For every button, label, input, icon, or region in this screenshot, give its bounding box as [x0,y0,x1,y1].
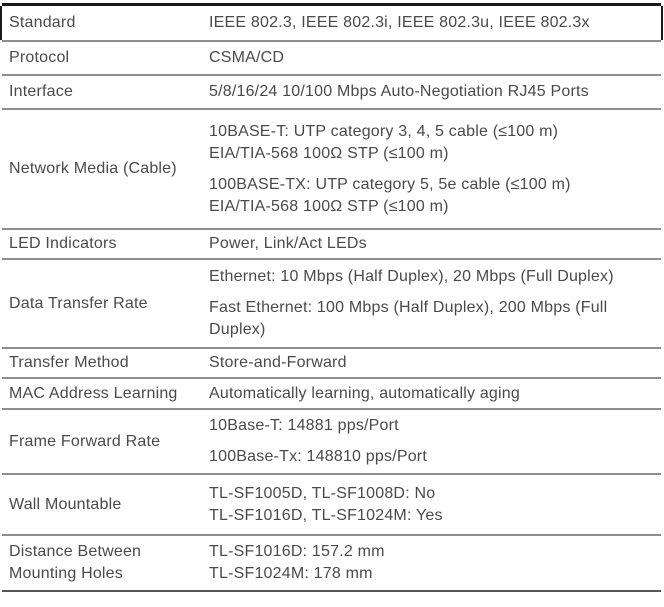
spec-label: Distance Between Mounting Holes [9,543,142,582]
table-row: Standard IEEE 802.3, IEEE 802.3i, IEEE 80… [0,6,663,40]
spec-value: 10Base-T: 14881 pps/Port 100Base-Tx: 1488… [209,415,661,468]
spec-label: LED Indicators [9,235,117,252]
spec-value-line: 100BASE-TX: UTP category 5, 5e cable (≤1… [209,175,571,193]
spec-label: Protocol [9,49,70,66]
spec-value-line: Duplex) [209,321,266,338]
spec-value-paragraph: 100BASE-TX: UTP category 5, 5e cable (≤1… [209,174,659,218]
spec-value-line: 10BASE-T: UTP category 3, 4, 5 cable (≤1… [209,122,559,140]
spec-value-line: Automatically learning, automatically ag… [209,384,520,402]
spec-value: 5/8/16/24 10/100 Mbps Auto-Negotiation R… [209,81,661,103]
spec-value-line: EIA/TIA-568 100Ω STP (≤100 m) [209,144,449,162]
spec-value-paragraph: Store-and-Forward [209,352,659,374]
spec-value-line: Power, Link/Act LEDs [209,235,367,252]
spec-label: Frame Forward Rate [9,432,161,450]
spec-value-line: 5/8/16/24 10/100 Mbps Auto-Negotiation R… [209,83,589,100]
table-row: Transfer Method Store-and-Forward [2,347,661,377]
spec-value-line: TL-SF1005D, TL-SF1008D: No [209,484,436,502]
spec-value-paragraph: Automatically learning, automatically ag… [209,383,659,405]
table-row: Protocol CSMA/CD [2,40,661,74]
spec-value-paragraph: Fast Ethernet: 100 Mbps (Half Duplex), 2… [209,297,659,341]
table-row: Distance Between Mounting Holes TL-SF1016… [2,534,661,590]
spec-label: Standard [9,14,76,31]
spec-value: IEEE 802.3, IEEE 802.3i, IEEE 802.3u, IE… [209,12,661,34]
spec-value: Ethernet: 10 Mbps (Half Duplex), 20 Mbps… [209,266,661,341]
spec-value-line: Ethernet: 10 Mbps (Half Duplex), 20 Mbps… [209,268,614,285]
spec-value-line: TL-SF1016D: 157.2 mm [209,543,385,560]
table-row: Wall Mountable TL-SF1005D, TL-SF1008D: No… [2,473,661,534]
spec-value: Power, Link/Act LEDs [209,233,661,255]
spec-value: TL-SF1005D, TL-SF1008D: No TL-SF1016D, TL… [209,483,661,527]
table-row: MAC Address Learning Automatically learni… [2,377,661,408]
spec-value-line: TL-SF1024M: 178 mm [209,565,373,582]
spec-value-line: CSMA/CD [209,49,285,66]
spec-value-line: TL-SF1016D, TL-SF1024M: Yes [209,506,443,524]
spec-label: Interface [9,83,74,100]
spec-value-paragraph: TL-SF1016D: 157.2 mm TL-SF1024M: 178 mm [209,541,659,585]
spec-table: Standard IEEE 802.3, IEEE 802.3i, IEEE 80… [0,3,663,592]
spec-value: CSMA/CD [209,47,661,69]
spec-label: Data Transfer Rate [9,294,148,312]
spec-value-paragraph: 5/8/16/24 10/100 Mbps Auto-Negotiation R… [209,81,659,103]
table-row: Frame Forward Rate 10Base-T: 14881 pps/Po… [2,408,661,473]
spec-value-line: 100Base-Tx: 148810 pps/Port [209,448,427,465]
table-row: LED Indicators Power, Link/Act LEDs [2,228,661,258]
spec-value-paragraph: Power, Link/Act LEDs [209,233,659,255]
spec-value: Store-and-Forward [209,352,661,374]
spec-label: MAC Address Learning [9,384,178,402]
spec-value-paragraph: Ethernet: 10 Mbps (Half Duplex), 20 Mbps… [209,266,659,288]
spec-value-paragraph: IEEE 802.3, IEEE 802.3i, IEEE 802.3u, IE… [209,12,659,34]
spec-value-paragraph: CSMA/CD [209,47,659,69]
table-row: Interface 5/8/16/24 10/100 Mbps Auto-Nego… [2,74,661,108]
spec-value-line: IEEE 802.3, IEEE 802.3i, IEEE 802.3u, IE… [209,14,590,31]
spec-value: 10BASE-T: UTP category 3, 4, 5 cable (≤1… [209,121,661,218]
table-row: Network Media (Cable) 10BASE-T: UTP categ… [2,108,661,228]
spec-value-paragraph: 100Base-Tx: 148810 pps/Port [209,446,659,468]
spec-value-line: 10Base-T: 14881 pps/Port [209,417,399,434]
spec-label: Wall Mountable [9,495,122,513]
spec-value: Automatically learning, automatically ag… [209,383,661,405]
spec-label: Network Media (Cable) [9,160,177,177]
spec-value-paragraph: 10Base-T: 14881 pps/Port [209,415,659,437]
spec-value-paragraph: 10BASE-T: UTP category 3, 4, 5 cable (≤1… [209,121,659,165]
spec-label: Transfer Method [9,354,129,371]
spec-value: TL-SF1016D: 157.2 mm TL-SF1024M: 178 mm [209,541,661,585]
spec-value-line: Fast Ethernet: 100 Mbps (Half Duplex), 2… [209,299,608,316]
spec-value-line: EIA/TIA-568 100Ω STP (≤100 m) [209,197,449,215]
table-row: Data Transfer Rate Ethernet: 10 Mbps (Hal… [2,258,661,347]
spec-value-line: Store-and-Forward [209,354,347,371]
spec-value-paragraph: TL-SF1005D, TL-SF1008D: No TL-SF1016D, TL… [209,483,659,527]
